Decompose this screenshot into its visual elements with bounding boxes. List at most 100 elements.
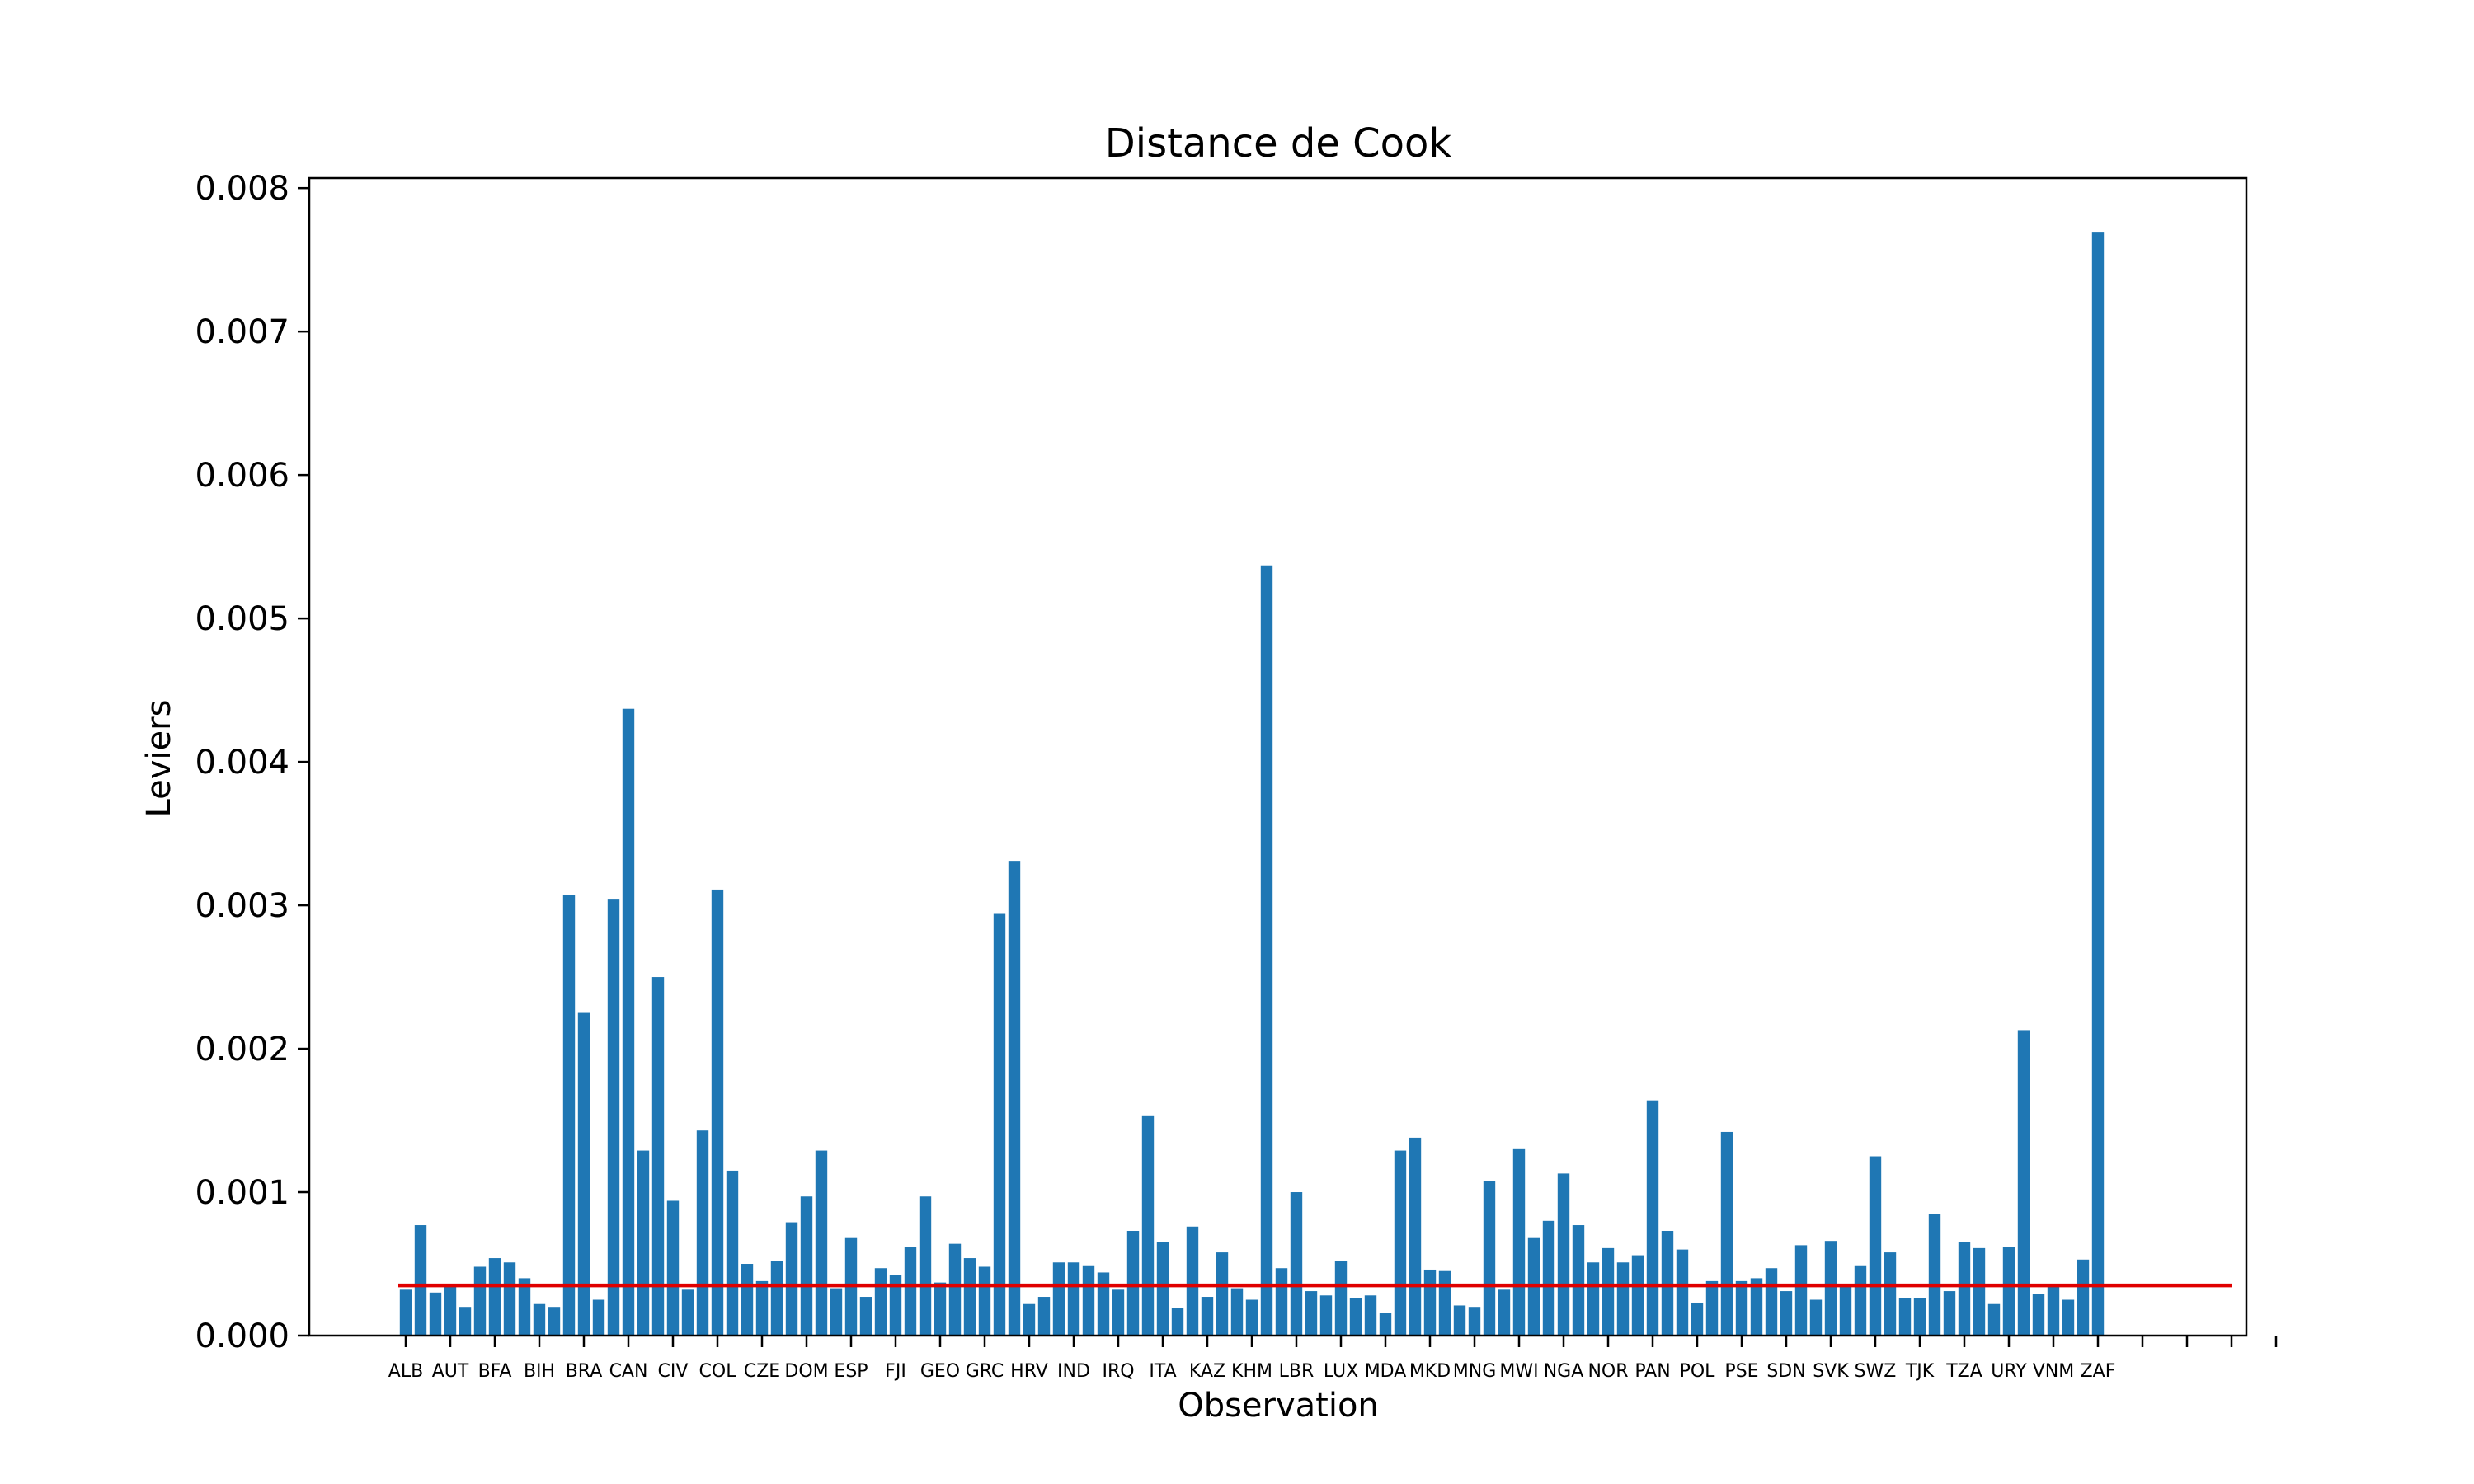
x-tick-label: ESP [834, 1361, 868, 1382]
x-tick-label: KHM [1231, 1361, 1272, 1382]
bar [1572, 1225, 1585, 1336]
bar [993, 913, 1006, 1336]
bar [1409, 1137, 1422, 1336]
x-tick-label: MNG [1453, 1361, 1497, 1382]
bar [1483, 1181, 1496, 1336]
bar [1023, 1303, 1036, 1336]
bar [830, 1288, 843, 1336]
x-tick-label: DOM [784, 1361, 828, 1382]
bar [1602, 1247, 1615, 1336]
bar [1037, 1297, 1051, 1336]
bar [2091, 232, 2105, 1336]
bar [1943, 1291, 1956, 1336]
bar [755, 1280, 769, 1336]
x-tick-label: PAN [1634, 1361, 1670, 1382]
x-tick-label: TZA [1945, 1361, 1982, 1382]
x-tick-label: CIV [658, 1361, 689, 1382]
y-tick-label: 0.006 [195, 457, 289, 495]
bar [1305, 1291, 1318, 1336]
bar [2032, 1294, 2045, 1336]
bar [592, 1299, 605, 1336]
bar [1067, 1262, 1080, 1336]
bar [429, 1292, 442, 1336]
bar [904, 1247, 917, 1336]
x-tick-label: BRA [566, 1361, 603, 1382]
x-tick-label: COL [699, 1361, 737, 1382]
bar [637, 1150, 650, 1336]
chart-title: Distance de Cook [1105, 120, 1452, 167]
bar [1260, 565, 1273, 1336]
y-tick-label: 0.005 [195, 600, 289, 638]
bar [1720, 1131, 1733, 1336]
x-tick-label: KAZ [1189, 1361, 1225, 1382]
bar [1230, 1288, 1244, 1336]
bar [1201, 1297, 1214, 1336]
bar [1958, 1242, 1971, 1336]
bar [1542, 1220, 1555, 1336]
bar [785, 1222, 798, 1336]
bar [666, 1200, 680, 1336]
bar [800, 1196, 813, 1336]
bar [1616, 1262, 1630, 1336]
bar [562, 895, 576, 1336]
bar [2002, 1247, 2015, 1336]
bar [1423, 1269, 1437, 1336]
x-axis: ALB AUT BFA BIH BRA CAN CIV COL CZE DOM ESP FJI GEO G… [388, 1336, 2278, 1382]
bar [726, 1170, 739, 1336]
bar [1245, 1299, 1258, 1336]
bar [1869, 1156, 1882, 1336]
x-tick-label: MDA [1365, 1361, 1407, 1382]
x-tick-label: HRV [1010, 1361, 1048, 1382]
bar [815, 1150, 828, 1336]
bar [1898, 1298, 1912, 1336]
y-tick-label: 0.004 [195, 744, 289, 782]
bar [1973, 1247, 1986, 1336]
bar [1349, 1298, 1362, 1336]
x-tick-label: ITA [1149, 1361, 1176, 1382]
x-tick-label: ZAF [2081, 1361, 2116, 1382]
x-tick-label: BIH [524, 1361, 555, 1382]
x-tick-label: NGA [1544, 1361, 1584, 1382]
bar [934, 1282, 947, 1336]
bar [1928, 1214, 1941, 1336]
y-tick-label: 0.007 [195, 313, 289, 351]
x-tick-label: URY [1991, 1361, 2027, 1382]
x-axis-label: Observation [1178, 1387, 1379, 1425]
bar [1557, 1173, 1570, 1336]
x-tick-label: TJK [1905, 1361, 1935, 1382]
x-tick-label: POL [1680, 1361, 1716, 1382]
bar [414, 1225, 427, 1336]
bar [770, 1261, 783, 1336]
x-tick-label: BFA [478, 1361, 512, 1382]
x-tick-label: FJI [885, 1361, 906, 1382]
bar [1097, 1272, 1110, 1336]
bar [1676, 1249, 1689, 1336]
bar [2077, 1259, 2090, 1336]
bar [2062, 1299, 2075, 1336]
x-tick-label: IRQ [1102, 1361, 1134, 1382]
bar [1290, 1192, 1303, 1336]
y-axis: 0.000 0.001 0.002 0.003 0.004 0.005 0.006 0.007… [195, 170, 309, 1355]
bar [548, 1307, 561, 1336]
bar [473, 1266, 487, 1336]
y-tick-label: 0.002 [195, 1031, 289, 1068]
bar [1631, 1255, 1644, 1336]
bar [1008, 861, 1021, 1336]
bar [1319, 1295, 1333, 1336]
bar [919, 1196, 932, 1336]
bar [1839, 1285, 1852, 1336]
x-tick-label: PSE [1724, 1361, 1758, 1382]
y-tick-label: 0.001 [195, 1174, 289, 1212]
bar [1186, 1226, 1199, 1336]
bar [1735, 1280, 1748, 1336]
bar [503, 1262, 516, 1336]
x-tick-label: MWI [1499, 1361, 1538, 1382]
bar [488, 1258, 501, 1336]
bar [978, 1266, 991, 1336]
x-tick-label: SVK [1813, 1361, 1849, 1382]
x-tick-label: AUT [432, 1361, 469, 1382]
bar [459, 1307, 472, 1336]
bar [1156, 1242, 1169, 1336]
x-tick-label: LBR [1279, 1361, 1315, 1382]
bar [399, 1289, 412, 1336]
